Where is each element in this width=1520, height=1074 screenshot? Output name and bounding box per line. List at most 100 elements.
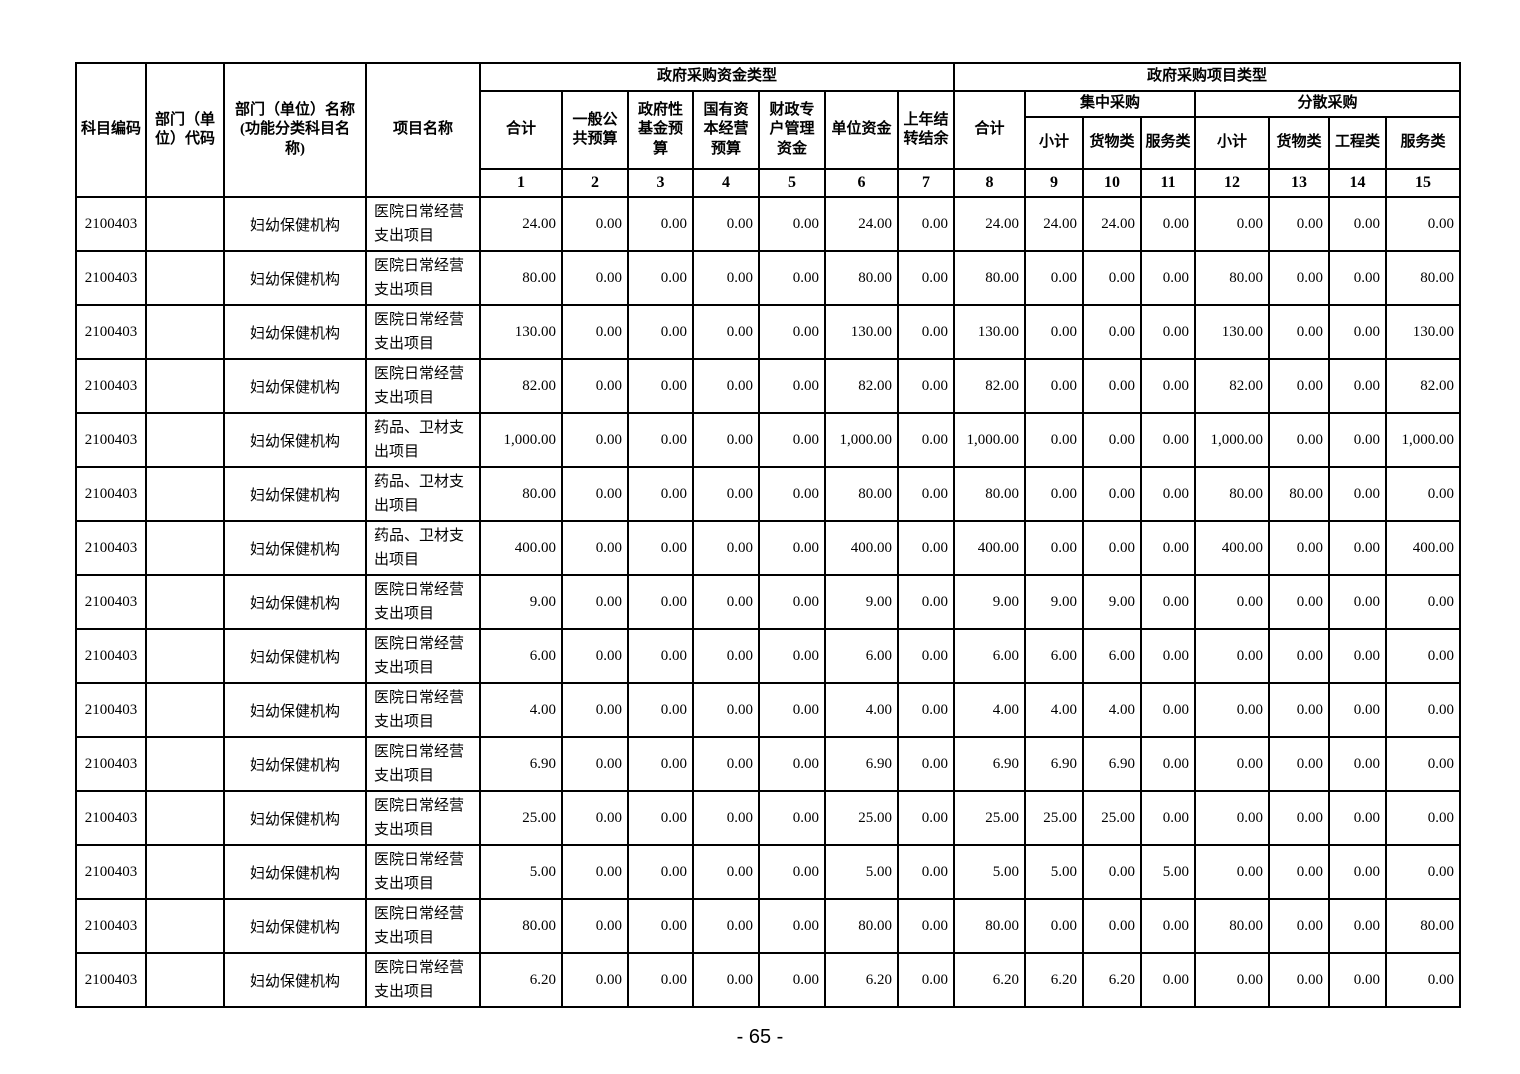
value-cell: 9.00	[1082, 574, 1143, 630]
value-cell: 0.00	[896, 520, 956, 576]
header-dept-code: 部门（单 位）代码	[145, 62, 225, 198]
value-cell: 0.00	[561, 574, 629, 630]
dept-name-cell: 妇幼保健机构	[223, 196, 367, 252]
subject-code-cell: 2100403	[75, 736, 147, 792]
column-number: 9	[1024, 168, 1085, 198]
header-project-name: 项目名称	[365, 62, 481, 198]
dept-code-cell	[145, 304, 225, 360]
value-cell: 0.00	[758, 628, 826, 684]
value-cell: 0.00	[1268, 196, 1331, 252]
dept-code-cell	[145, 628, 225, 684]
value-cell: 6.20	[824, 952, 899, 1008]
project-name-cell: 药品、卫材支出项目	[365, 466, 481, 522]
column-number: 15	[1385, 168, 1462, 198]
value-cell: 0.00	[1082, 844, 1143, 900]
value-cell: 6.90	[1082, 736, 1143, 792]
header-fund-total: 合计	[479, 90, 563, 170]
value-cell: 0.00	[627, 790, 694, 846]
dept-code-cell	[145, 898, 225, 954]
value-cell: 0.00	[561, 250, 629, 306]
subject-code-cell: 2100403	[75, 574, 147, 630]
table-header: 科目编码 部门（单 位）代码 部门（单位）名称 (功能分类科目名 称) 项目名称…	[75, 62, 1462, 198]
subject-code-cell: 2100403	[75, 250, 147, 306]
value-cell: 0.00	[896, 952, 956, 1008]
value-cell: 0.00	[1328, 898, 1388, 954]
value-cell: 0.00	[1194, 844, 1271, 900]
value-cell: 0.00	[1328, 250, 1388, 306]
value-cell: 130.00	[1385, 304, 1462, 360]
value-cell: 80.00	[479, 250, 563, 306]
column-number: 6	[824, 168, 899, 198]
value-cell: 6.90	[479, 736, 563, 792]
dept-code-cell	[145, 790, 225, 846]
value-cell: 0.00	[896, 790, 956, 846]
value-cell: 5.00	[824, 844, 899, 900]
value-cell: 0.00	[1328, 412, 1388, 468]
value-cell: 9.00	[1024, 574, 1085, 630]
value-cell: 0.00	[1385, 952, 1462, 1008]
value-cell: 82.00	[1385, 358, 1462, 414]
value-cell: 5.00	[1140, 844, 1197, 900]
value-cell: 0.00	[627, 250, 694, 306]
value-cell: 400.00	[824, 520, 899, 576]
value-cell: 1,000.00	[1194, 412, 1271, 468]
project-name-cell: 医院日常经营支出项目	[365, 574, 481, 630]
value-cell: 80.00	[1268, 466, 1331, 522]
value-cell: 80.00	[479, 898, 563, 954]
value-cell: 0.00	[1140, 520, 1197, 576]
value-cell: 9.00	[479, 574, 563, 630]
value-cell: 24.00	[824, 196, 899, 252]
value-cell: 5.00	[953, 844, 1027, 900]
header-state-capital-budget: 国有资 本经营 预算	[692, 90, 760, 170]
subject-code-cell: 2100403	[75, 790, 147, 846]
value-cell: 0.00	[1140, 574, 1197, 630]
value-cell: 0.00	[627, 736, 694, 792]
value-cell: 0.00	[692, 304, 760, 360]
column-number: 12	[1194, 168, 1271, 198]
value-cell: 0.00	[896, 628, 956, 684]
value-cell: 0.00	[1268, 574, 1331, 630]
value-cell: 0.00	[692, 898, 760, 954]
table-row: 2100403 妇幼保健机构 医院日常经营支出项目 6.90 0.00 0.00 0.00 0…	[75, 736, 1462, 792]
value-cell: 0.00	[1140, 952, 1197, 1008]
value-cell: 0.00	[1328, 736, 1388, 792]
value-cell: 0.00	[627, 466, 694, 522]
value-cell: 0.00	[561, 358, 629, 414]
value-cell: 0.00	[1268, 412, 1331, 468]
subject-code-cell: 2100403	[75, 628, 147, 684]
value-cell: 0.00	[896, 250, 956, 306]
dept-name-cell: 妇幼保健机构	[223, 682, 367, 738]
column-number: 8	[953, 168, 1027, 198]
table-body: 2100403 妇幼保健机构 医院日常经营支出项目 24.00 0.00 0.00 0.00…	[75, 196, 1462, 1008]
value-cell: 5.00	[1024, 844, 1085, 900]
value-cell: 80.00	[824, 250, 899, 306]
value-cell: 0.00	[1268, 736, 1331, 792]
value-cell: 0.00	[896, 736, 956, 792]
value-cell: 24.00	[1082, 196, 1143, 252]
value-cell: 0.00	[1268, 682, 1331, 738]
project-name-cell: 医院日常经营支出项目	[365, 898, 481, 954]
value-cell: 0.00	[1140, 682, 1197, 738]
header-subject-code: 科目编码	[75, 62, 147, 198]
project-name-cell: 药品、卫材支出项目	[365, 520, 481, 576]
table-row: 2100403 妇幼保健机构 医院日常经营支出项目 4.00 0.00 0.00 0.00 0…	[75, 682, 1462, 738]
value-cell: 0.00	[627, 196, 694, 252]
value-cell: 0.00	[692, 682, 760, 738]
value-cell: 4.00	[824, 682, 899, 738]
header-subgroup-row: 合计 一般公 共预算 政府性 基金预 算 国有资 本经营 预算 财政专 户管理 …	[76, 90, 1462, 170]
header-centralized-group: 集中采购	[1024, 90, 1197, 118]
value-cell: 0.00	[896, 574, 956, 630]
table-row: 2100403 妇幼保健机构 医院日常经营支出项目 80.00 0.00 0.00 0.00…	[75, 250, 1462, 306]
value-cell: 4.00	[479, 682, 563, 738]
value-cell: 0.00	[1268, 898, 1331, 954]
value-cell: 0.00	[627, 358, 694, 414]
value-cell: 0.00	[627, 682, 694, 738]
procurement-budget-table: 科目编码 部门（单 位）代码 部门（单位）名称 (功能分类科目名 称) 项目名称…	[75, 62, 1462, 1008]
project-name-cell: 医院日常经营支出项目	[365, 844, 481, 900]
value-cell: 0.00	[561, 412, 629, 468]
value-cell: 80.00	[1194, 466, 1271, 522]
value-cell: 80.00	[1194, 250, 1271, 306]
value-cell: 24.00	[479, 196, 563, 252]
value-cell: 0.00	[627, 628, 694, 684]
